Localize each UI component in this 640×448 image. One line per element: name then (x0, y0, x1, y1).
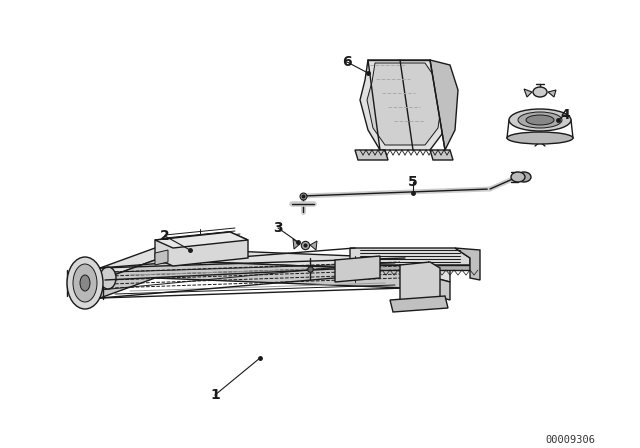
Text: 6: 6 (342, 55, 352, 69)
Polygon shape (155, 232, 248, 248)
Polygon shape (335, 256, 380, 282)
Polygon shape (100, 248, 450, 282)
Text: 00009306: 00009306 (545, 435, 595, 445)
Polygon shape (355, 150, 388, 160)
Polygon shape (293, 239, 300, 249)
Polygon shape (155, 250, 168, 265)
Text: 5: 5 (408, 175, 418, 189)
Ellipse shape (509, 109, 571, 131)
Polygon shape (548, 90, 556, 97)
Ellipse shape (100, 267, 116, 289)
Ellipse shape (526, 115, 554, 125)
Text: 2: 2 (160, 229, 170, 243)
Polygon shape (430, 60, 458, 150)
Polygon shape (350, 265, 470, 270)
Ellipse shape (533, 87, 547, 97)
Polygon shape (155, 232, 248, 266)
Text: 1: 1 (210, 388, 220, 402)
Text: 4: 4 (560, 108, 570, 122)
Ellipse shape (518, 112, 562, 128)
Ellipse shape (80, 275, 90, 291)
Polygon shape (310, 241, 317, 250)
Polygon shape (350, 248, 470, 265)
Text: 3: 3 (273, 221, 283, 235)
Polygon shape (430, 150, 453, 160)
Ellipse shape (67, 257, 103, 309)
Ellipse shape (73, 264, 97, 302)
Polygon shape (400, 262, 440, 307)
Polygon shape (100, 260, 450, 300)
Polygon shape (390, 296, 448, 312)
Ellipse shape (511, 172, 525, 182)
Ellipse shape (507, 132, 573, 144)
Polygon shape (524, 89, 532, 97)
Polygon shape (455, 248, 480, 280)
Polygon shape (367, 63, 442, 145)
Polygon shape (360, 60, 450, 150)
Ellipse shape (517, 172, 531, 182)
